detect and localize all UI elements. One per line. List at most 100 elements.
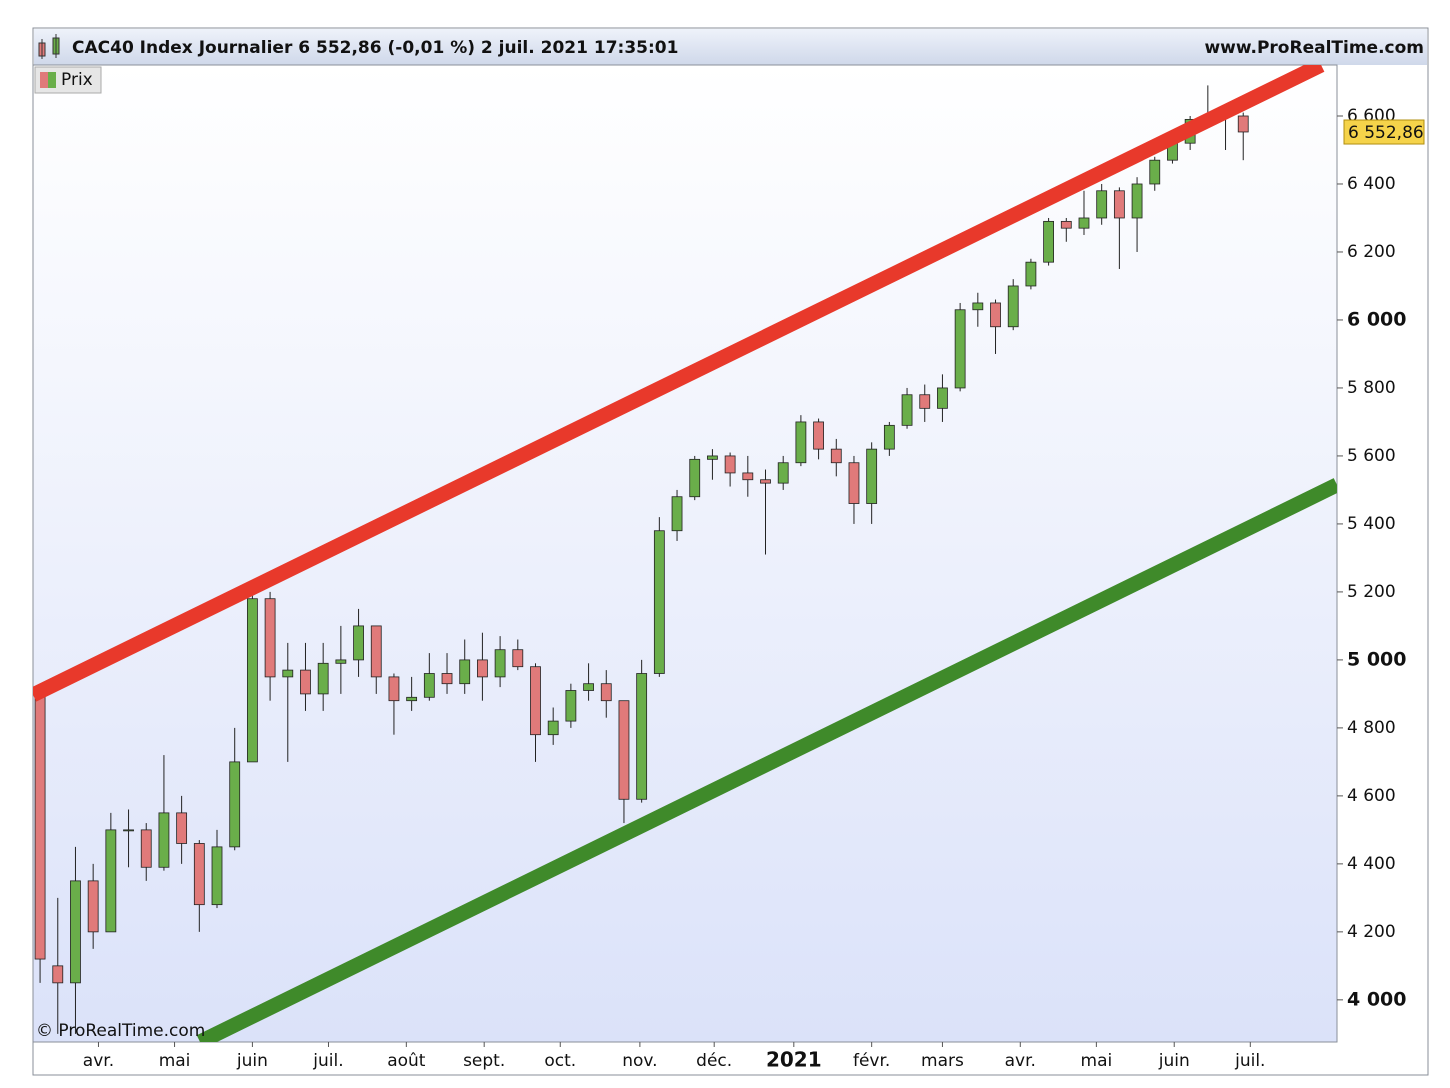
candle-body [636, 673, 648, 800]
candle-body [830, 448, 842, 464]
candle-body [158, 812, 170, 868]
x-tick-label: juin [236, 1051, 268, 1071]
x-tick-label: déc. [696, 1051, 732, 1071]
candle-body [848, 462, 860, 504]
header-bar [34, 29, 1427, 65]
y-tick-label: 4 200 [1347, 922, 1396, 942]
x-tick-label: juin [1158, 1051, 1190, 1071]
candle-body [742, 472, 754, 481]
candle-body [954, 309, 966, 389]
trendline [33, 65, 1325, 702]
y-tick-label: 4 400 [1347, 854, 1396, 874]
candle-body [300, 669, 311, 695]
candle-body [193, 843, 205, 906]
candle-body [1007, 285, 1019, 328]
candle-body [459, 659, 471, 685]
candle-body [1043, 220, 1054, 263]
x-tick-label: 2021 [766, 1048, 822, 1072]
candle-body [724, 455, 736, 474]
y-tick-label: 6 400 [1347, 174, 1396, 194]
legend-swatch [40, 72, 48, 88]
candle-body [282, 669, 294, 678]
candle-body [105, 829, 117, 933]
x-tick-label: juil. [312, 1051, 343, 1071]
candle-body [494, 649, 506, 678]
candle-body [229, 761, 241, 848]
x-tick-label: août [387, 1051, 426, 1071]
candle-body [653, 530, 665, 674]
candle-body [423, 673, 435, 698]
y-tick-label: 6 200 [1347, 242, 1396, 262]
y-tick-label: 5 800 [1347, 378, 1396, 398]
candle-body [795, 421, 807, 464]
candle-body [52, 965, 64, 984]
candle-body [777, 462, 789, 484]
y-tick-label: 4 800 [1347, 718, 1396, 738]
y-tick-label: 6 000 [1347, 308, 1407, 330]
candle-body [583, 683, 594, 691]
candle-body [1149, 159, 1161, 185]
y-tick-label: 5 400 [1347, 514, 1396, 534]
x-tick-label: févr. [853, 1051, 890, 1071]
candle-body [140, 829, 152, 868]
candle-body [477, 659, 488, 678]
candle-body [1060, 220, 1072, 229]
candle-body [883, 424, 895, 450]
x-tick-label: nov. [622, 1051, 657, 1071]
candle-body [1025, 261, 1037, 287]
y-tick-label: 4 000 [1347, 988, 1407, 1010]
source: www.ProRealTime.com [1204, 38, 1424, 58]
legend-label: Prix [61, 70, 93, 90]
x-tick-label: avr. [1005, 1051, 1036, 1071]
candle-body [70, 880, 81, 984]
last-price-label: 6 552,86 [1348, 123, 1424, 143]
header-icon [38, 34, 60, 59]
candle-body [1096, 190, 1108, 219]
candle-body [1237, 115, 1249, 133]
candle-body [211, 846, 223, 906]
candle-body [1113, 190, 1125, 219]
x-tick-label: mars [921, 1051, 964, 1071]
y-tick-label: 4 600 [1347, 786, 1396, 806]
candle-body [441, 673, 453, 685]
y-tick-label: 5 600 [1347, 446, 1396, 466]
x-tick-label: juil. [1234, 1051, 1265, 1071]
candle-body [34, 693, 46, 960]
candle-body [1131, 183, 1143, 219]
candle-body [406, 696, 418, 702]
watermark: © ProRealTime.com [36, 1021, 205, 1041]
candle-body [689, 458, 701, 498]
candle-body [1078, 217, 1090, 229]
trendline [196, 478, 1337, 1042]
candle-body [246, 598, 258, 763]
candle-body [919, 394, 931, 409]
candle-body [176, 812, 188, 844]
candle-body [937, 387, 948, 409]
candle-body [547, 720, 559, 736]
candle-body [813, 421, 824, 450]
y-tick-label: 5 200 [1347, 582, 1396, 602]
candle-body [972, 302, 984, 311]
candle-body [353, 625, 364, 661]
candle-body [618, 700, 630, 800]
x-tick-label: avr. [83, 1051, 114, 1071]
y-tick-label: 5 000 [1347, 648, 1407, 670]
candle-body [123, 829, 134, 832]
candle-body [671, 496, 683, 532]
candle-body [370, 625, 382, 678]
x-tick-label: oct. [544, 1051, 576, 1071]
candle-body [901, 394, 913, 426]
candle-body [87, 880, 99, 933]
candle-body [565, 690, 577, 722]
legend-swatch [48, 72, 56, 88]
candle-body [335, 659, 347, 664]
candle-body [388, 676, 400, 702]
candle-body [990, 302, 1001, 328]
last-price-box [1343, 119, 1425, 145]
plot [33, 65, 1337, 1042]
candle-body [866, 448, 878, 504]
candle-body [264, 598, 276, 678]
candle-body [512, 649, 524, 668]
x-tick-label: mai [159, 1051, 191, 1071]
